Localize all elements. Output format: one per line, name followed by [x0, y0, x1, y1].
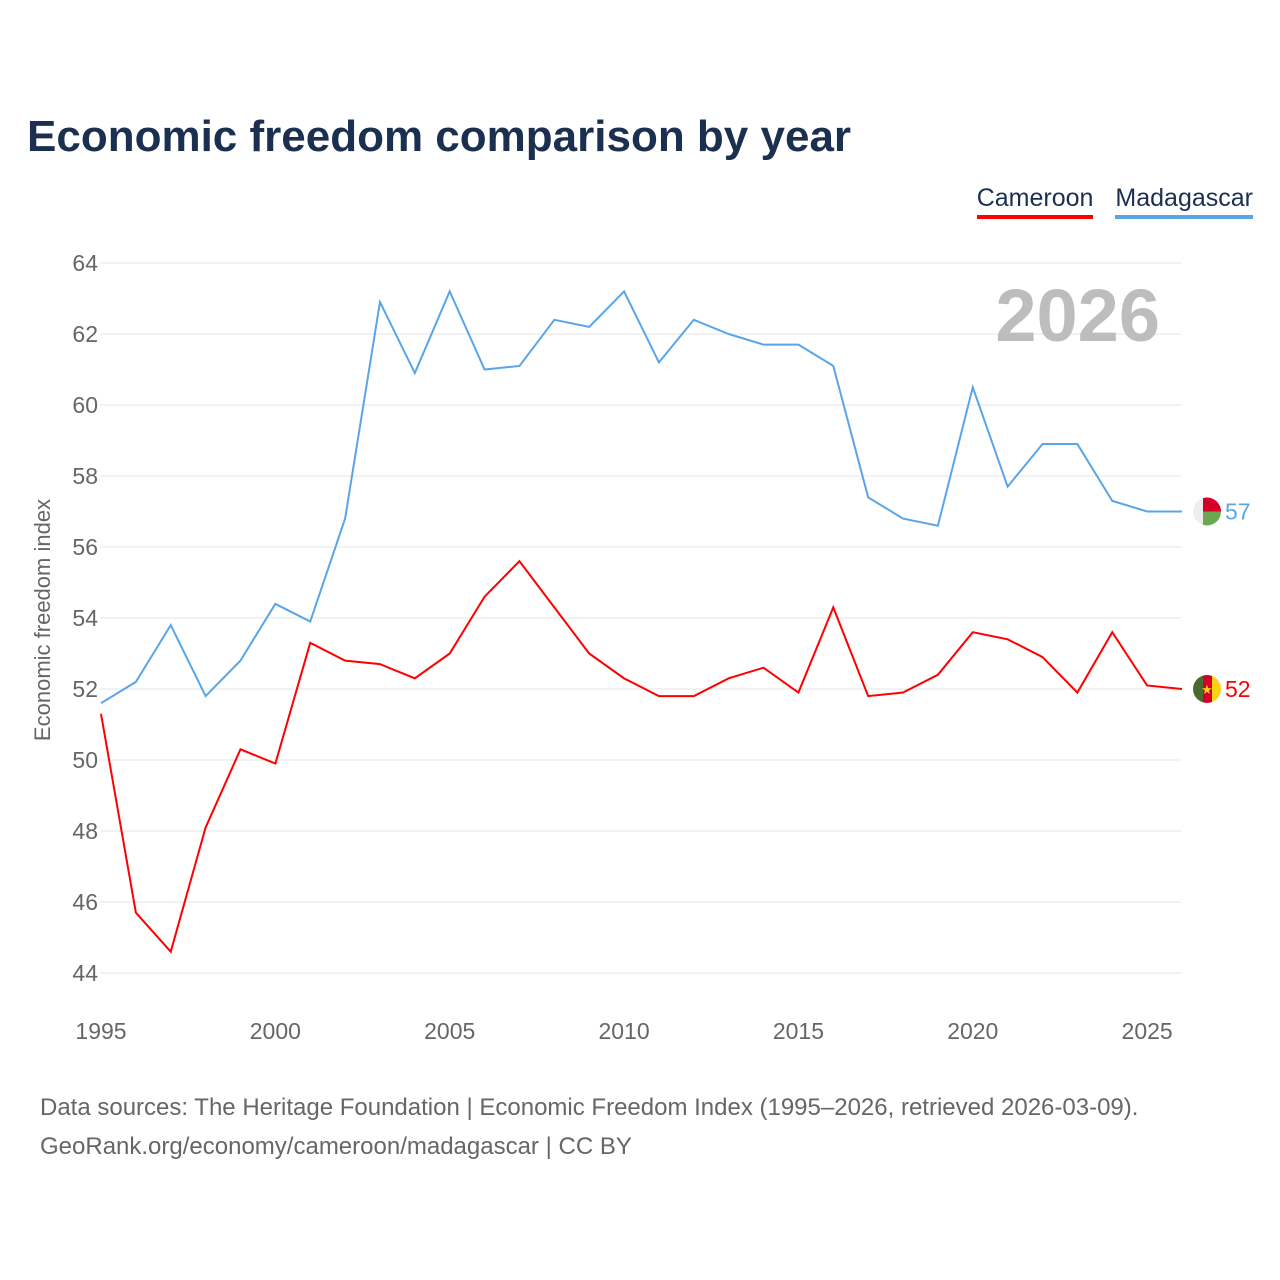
line-chart: 44 46 48 50 52 54 56 58 60 62 64 1995 2000 2005 2010 20…: [30, 250, 1251, 1044]
series-line-madagascar: [100, 288, 1182, 705]
footer-attribution[interactable]: GeoRank.org/economy/cameroon/madagascar …: [40, 1133, 632, 1160]
y-tick-label: 50: [72, 747, 98, 773]
y-tick-label: 58: [72, 463, 98, 489]
y-tick-label: 54: [72, 605, 98, 631]
y-tick-label: 46: [72, 889, 98, 915]
end-value-label: 52: [1225, 676, 1251, 702]
x-tick-label: 2015: [773, 1018, 824, 1044]
end-value-label: 57: [1225, 499, 1251, 525]
legend-madagascar[interactable]: Madagascar: [1115, 184, 1253, 219]
x-tick-label: 2000: [250, 1018, 301, 1044]
legend: Cameroon Madagascar: [976, 184, 1253, 219]
year-watermark: 2026: [995, 274, 1160, 357]
footer: Data sources: The Heritage Foundation | …: [40, 1088, 1138, 1166]
chart-title: Economic freedom comparison by year: [27, 112, 852, 161]
y-tick-label: 62: [72, 321, 98, 347]
y-tick-label: 60: [72, 392, 98, 418]
flag-icon-cameroon: ★: [1193, 675, 1221, 703]
y-tick-label: 64: [72, 250, 98, 276]
y-tick-label: 52: [72, 676, 98, 702]
x-tick-label: 2010: [598, 1018, 649, 1044]
y-tick-label: 44: [72, 960, 98, 986]
x-tick-label: 2025: [1122, 1018, 1173, 1044]
x-tick-label: 1995: [75, 1018, 126, 1044]
svg-text:★: ★: [1201, 682, 1213, 697]
y-axis-label: Economic freedom index: [30, 499, 55, 741]
y-tick-label: 56: [72, 534, 98, 560]
series-line-cameroon: [100, 559, 1183, 954]
y-tick-label: 48: [72, 818, 98, 844]
footer-sources: Data sources: The Heritage Foundation | …: [40, 1094, 1139, 1121]
flag-icon-madagascar: [1193, 497, 1221, 526]
x-tick-label: 2005: [424, 1018, 475, 1044]
legend-cameroon[interactable]: Cameroon: [976, 184, 1094, 219]
x-tick-label: 2020: [947, 1018, 998, 1044]
